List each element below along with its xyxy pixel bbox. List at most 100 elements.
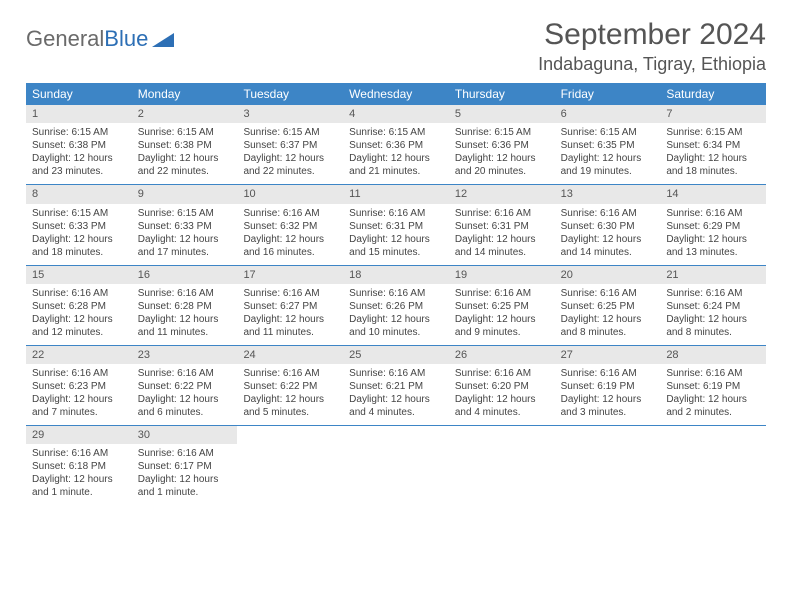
- day-body: Sunrise: 6:16 AMSunset: 6:22 PMDaylight:…: [237, 364, 343, 425]
- sunset-text: Sunset: 6:29 PM: [666, 220, 760, 233]
- day-of-week-header: Sunday Monday Tuesday Wednesday Thursday…: [26, 83, 766, 105]
- daylight-text: and 21 minutes.: [349, 165, 443, 178]
- daylight-text: and 4 minutes.: [349, 406, 443, 419]
- daylight-text: Daylight: 12 hours: [32, 313, 126, 326]
- sunrise-text: Sunrise: 6:15 AM: [32, 126, 126, 139]
- daylight-text: and 19 minutes.: [561, 165, 655, 178]
- day-body: Sunrise: 6:16 AMSunset: 6:26 PMDaylight:…: [343, 284, 449, 345]
- day-body: Sunrise: 6:15 AMSunset: 6:36 PMDaylight:…: [449, 123, 555, 184]
- daylight-text: Daylight: 12 hours: [32, 233, 126, 246]
- sunrise-text: Sunrise: 6:15 AM: [138, 126, 232, 139]
- day-cell: 29Sunrise: 6:16 AMSunset: 6:18 PMDayligh…: [26, 426, 132, 505]
- sunset-text: Sunset: 6:36 PM: [455, 139, 549, 152]
- sunset-text: Sunset: 6:25 PM: [455, 300, 549, 313]
- sunrise-text: Sunrise: 6:16 AM: [32, 447, 126, 460]
- day-cell: 20Sunrise: 6:16 AMSunset: 6:25 PMDayligh…: [555, 266, 661, 345]
- dow-cell: Tuesday: [237, 83, 343, 105]
- daylight-text: Daylight: 12 hours: [32, 473, 126, 486]
- day-number: 23: [132, 346, 238, 364]
- dow-cell: Thursday: [449, 83, 555, 105]
- sunrise-text: Sunrise: 6:16 AM: [349, 207, 443, 220]
- day-cell: 12Sunrise: 6:16 AMSunset: 6:31 PMDayligh…: [449, 185, 555, 264]
- sunset-text: Sunset: 6:27 PM: [243, 300, 337, 313]
- day-body: Sunrise: 6:16 AMSunset: 6:20 PMDaylight:…: [449, 364, 555, 425]
- daylight-text: Daylight: 12 hours: [561, 152, 655, 165]
- week-row: 29Sunrise: 6:16 AMSunset: 6:18 PMDayligh…: [26, 426, 766, 505]
- daylight-text: and 22 minutes.: [243, 165, 337, 178]
- day-number: 15: [26, 266, 132, 284]
- day-body: Sunrise: 6:15 AMSunset: 6:38 PMDaylight:…: [132, 123, 238, 184]
- header: GeneralBlue September 2024 Indabaguna, T…: [26, 18, 766, 75]
- daylight-text: Daylight: 12 hours: [561, 233, 655, 246]
- sunrise-text: Sunrise: 6:16 AM: [561, 207, 655, 220]
- sunset-text: Sunset: 6:19 PM: [666, 380, 760, 393]
- day-cell: 28Sunrise: 6:16 AMSunset: 6:19 PMDayligh…: [660, 346, 766, 425]
- sunrise-text: Sunrise: 6:16 AM: [243, 367, 337, 380]
- day-cell: 1Sunrise: 6:15 AMSunset: 6:38 PMDaylight…: [26, 105, 132, 184]
- sunset-text: Sunset: 6:33 PM: [138, 220, 232, 233]
- day-cell: 6Sunrise: 6:15 AMSunset: 6:35 PMDaylight…: [555, 105, 661, 184]
- daylight-text: and 18 minutes.: [32, 246, 126, 259]
- day-number: 5: [449, 105, 555, 123]
- day-cell: 11Sunrise: 6:16 AMSunset: 6:31 PMDayligh…: [343, 185, 449, 264]
- daylight-text: and 14 minutes.: [561, 246, 655, 259]
- day-number: 19: [449, 266, 555, 284]
- dow-cell: Friday: [555, 83, 661, 105]
- day-cell: 8Sunrise: 6:15 AMSunset: 6:33 PMDaylight…: [26, 185, 132, 264]
- sunset-text: Sunset: 6:23 PM: [32, 380, 126, 393]
- daylight-text: and 14 minutes.: [455, 246, 549, 259]
- daylight-text: Daylight: 12 hours: [666, 393, 760, 406]
- day-cell: 26Sunrise: 6:16 AMSunset: 6:20 PMDayligh…: [449, 346, 555, 425]
- daylight-text: and 16 minutes.: [243, 246, 337, 259]
- daylight-text: and 13 minutes.: [666, 246, 760, 259]
- day-body: Sunrise: 6:15 AMSunset: 6:36 PMDaylight:…: [343, 123, 449, 184]
- day-cell: 14Sunrise: 6:16 AMSunset: 6:29 PMDayligh…: [660, 185, 766, 264]
- daylight-text: Daylight: 12 hours: [349, 233, 443, 246]
- day-body: Sunrise: 6:16 AMSunset: 6:27 PMDaylight:…: [237, 284, 343, 345]
- day-cell: 18Sunrise: 6:16 AMSunset: 6:26 PMDayligh…: [343, 266, 449, 345]
- day-cell: 5Sunrise: 6:15 AMSunset: 6:36 PMDaylight…: [449, 105, 555, 184]
- daylight-text: and 2 minutes.: [666, 406, 760, 419]
- day-cell: 10Sunrise: 6:16 AMSunset: 6:32 PMDayligh…: [237, 185, 343, 264]
- day-number: 21: [660, 266, 766, 284]
- sunrise-text: Sunrise: 6:15 AM: [349, 126, 443, 139]
- day-cell: 22Sunrise: 6:16 AMSunset: 6:23 PMDayligh…: [26, 346, 132, 425]
- sunrise-text: Sunrise: 6:16 AM: [455, 287, 549, 300]
- day-cell: [555, 426, 661, 505]
- sunrise-text: Sunrise: 6:15 AM: [32, 207, 126, 220]
- daylight-text: and 3 minutes.: [561, 406, 655, 419]
- day-number: 4: [343, 105, 449, 123]
- daylight-text: Daylight: 12 hours: [666, 233, 760, 246]
- daylight-text: and 6 minutes.: [138, 406, 232, 419]
- day-body: Sunrise: 6:16 AMSunset: 6:22 PMDaylight:…: [132, 364, 238, 425]
- sunrise-text: Sunrise: 6:16 AM: [455, 207, 549, 220]
- day-number: 28: [660, 346, 766, 364]
- day-number: 1: [26, 105, 132, 123]
- sunset-text: Sunset: 6:24 PM: [666, 300, 760, 313]
- day-body: Sunrise: 6:16 AMSunset: 6:29 PMDaylight:…: [660, 204, 766, 265]
- sunset-text: Sunset: 6:33 PM: [32, 220, 126, 233]
- daylight-text: Daylight: 12 hours: [243, 233, 337, 246]
- day-body: Sunrise: 6:16 AMSunset: 6:25 PMDaylight:…: [449, 284, 555, 345]
- day-body: Sunrise: 6:16 AMSunset: 6:32 PMDaylight:…: [237, 204, 343, 265]
- month-title: September 2024: [538, 18, 766, 52]
- day-body: Sunrise: 6:16 AMSunset: 6:23 PMDaylight:…: [26, 364, 132, 425]
- sunset-text: Sunset: 6:22 PM: [138, 380, 232, 393]
- calendar: Sunday Monday Tuesday Wednesday Thursday…: [26, 83, 766, 505]
- daylight-text: Daylight: 12 hours: [561, 313, 655, 326]
- day-body: Sunrise: 6:16 AMSunset: 6:24 PMDaylight:…: [660, 284, 766, 345]
- day-cell: 17Sunrise: 6:16 AMSunset: 6:27 PMDayligh…: [237, 266, 343, 345]
- day-cell: [449, 426, 555, 505]
- location-text: Indabaguna, Tigray, Ethiopia: [538, 54, 766, 75]
- sunrise-text: Sunrise: 6:16 AM: [138, 447, 232, 460]
- sunrise-text: Sunrise: 6:16 AM: [349, 287, 443, 300]
- daylight-text: and 9 minutes.: [455, 326, 549, 339]
- sunset-text: Sunset: 6:35 PM: [561, 139, 655, 152]
- day-number: 25: [343, 346, 449, 364]
- day-cell: 3Sunrise: 6:15 AMSunset: 6:37 PMDaylight…: [237, 105, 343, 184]
- day-number: 18: [343, 266, 449, 284]
- sunrise-text: Sunrise: 6:16 AM: [243, 207, 337, 220]
- sunrise-text: Sunrise: 6:16 AM: [455, 367, 549, 380]
- week-row: 22Sunrise: 6:16 AMSunset: 6:23 PMDayligh…: [26, 346, 766, 426]
- day-number: 11: [343, 185, 449, 203]
